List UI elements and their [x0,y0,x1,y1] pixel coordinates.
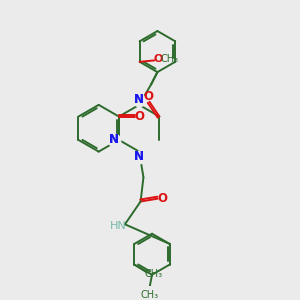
Text: CH₃: CH₃ [140,290,158,300]
Text: N: N [134,150,144,163]
Text: N: N [109,134,119,146]
Text: O: O [158,192,168,205]
Text: N: N [134,93,144,106]
Text: O: O [144,90,154,103]
Text: N: N [109,134,119,146]
Text: HN: HN [110,221,126,231]
Text: O: O [135,110,145,123]
Text: CH₃: CH₃ [144,269,162,279]
Text: N: N [134,150,144,163]
Text: CH₃: CH₃ [160,54,178,64]
Text: N: N [134,93,144,106]
Text: O: O [153,54,163,64]
